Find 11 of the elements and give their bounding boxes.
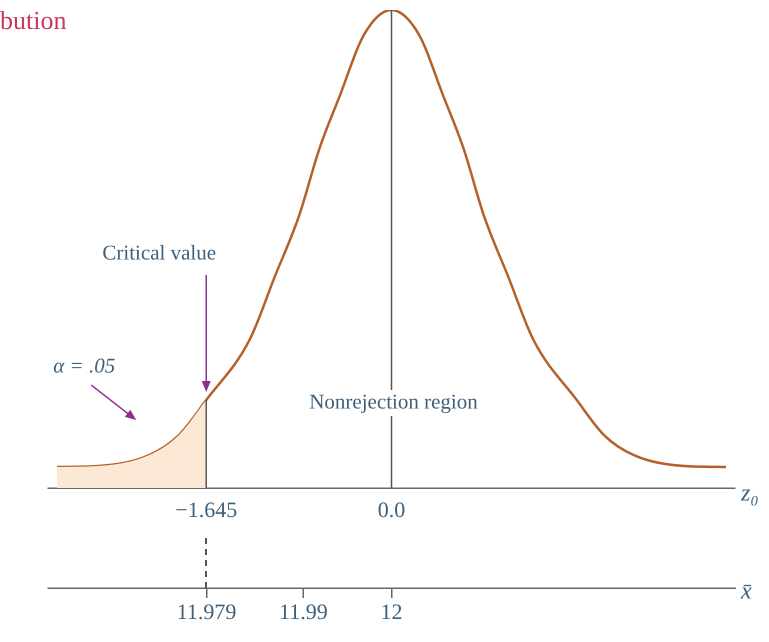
x-axis-title: z₀ (740, 480, 759, 506)
x2-tick-label: 11.979 (176, 598, 236, 624)
x-tick-label: 0.0 (378, 496, 406, 522)
x2-tick-label: 11.99 (279, 598, 328, 624)
x2-tick-label: 12 (380, 598, 402, 624)
annotation: Nonrejection region (309, 390, 478, 414)
x-tick-label: −1.645 (175, 496, 238, 522)
chart-title: bution (0, 6, 66, 36)
x2-axis-title: x̄ (740, 578, 752, 604)
annotation: Critical value (102, 240, 216, 265)
annotation: α = .05 (53, 354, 116, 378)
